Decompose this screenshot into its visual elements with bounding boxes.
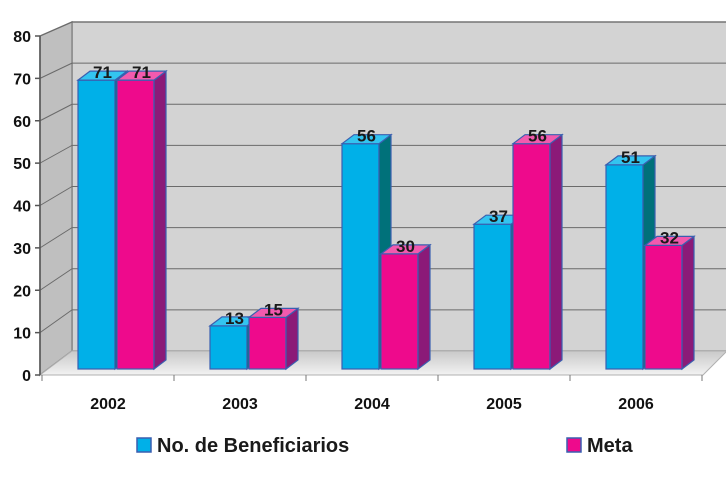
y-tick-label: 10 bbox=[13, 326, 31, 343]
x-tick-label: 2003 bbox=[222, 396, 258, 413]
data-label: 37 bbox=[489, 207, 508, 226]
bar bbox=[379, 243, 432, 371]
y-tick-label: 20 bbox=[13, 283, 31, 300]
bar-side bbox=[681, 235, 695, 371]
bar-front bbox=[77, 79, 116, 370]
y-tick-label: 0 bbox=[22, 368, 31, 385]
legend-swatch bbox=[136, 437, 152, 453]
bar-top bbox=[511, 134, 564, 145]
data-label: 56 bbox=[357, 127, 376, 146]
y-tick-label: 40 bbox=[13, 199, 31, 216]
y-tick-label: 80 bbox=[13, 29, 31, 46]
y-tick-label: 30 bbox=[13, 241, 31, 258]
data-labels: 71 71 13 15 56 30 37 56 51 32 bbox=[93, 63, 679, 328]
data-label: 51 bbox=[621, 148, 640, 167]
bar-front bbox=[380, 253, 419, 370]
data-label: 30 bbox=[396, 237, 415, 256]
data-label: 71 bbox=[132, 63, 151, 82]
bar-side bbox=[153, 69, 167, 371]
bar-top bbox=[247, 307, 300, 318]
bar-front bbox=[341, 143, 380, 370]
bar-front bbox=[248, 316, 287, 370]
bar-front bbox=[473, 223, 512, 370]
gridline-depth bbox=[39, 144, 73, 164]
bar bbox=[511, 133, 564, 371]
data-label: 56 bbox=[528, 127, 547, 146]
side-wall bbox=[39, 20, 73, 377]
legend-swatch bbox=[566, 437, 582, 453]
bars bbox=[76, 69, 696, 371]
y-axis: 0 10 20 30 40 50 60 70 80 bbox=[13, 29, 41, 385]
x-tick-label: 2005 bbox=[486, 396, 522, 413]
gridline-depth bbox=[39, 186, 73, 206]
legend-label: No. de Beneficiarios bbox=[157, 435, 349, 457]
data-label: 15 bbox=[264, 300, 283, 319]
y-tick-label: 70 bbox=[13, 71, 31, 88]
bar bbox=[643, 235, 696, 371]
bar bbox=[247, 307, 300, 371]
bar-top bbox=[643, 235, 696, 246]
bar-front bbox=[512, 143, 551, 370]
x-tick-label: 2002 bbox=[90, 396, 126, 413]
x-tick-label: 2006 bbox=[618, 396, 654, 413]
bar-top bbox=[379, 244, 432, 255]
bar-side bbox=[549, 133, 563, 371]
bar-front bbox=[116, 79, 155, 370]
bar-front bbox=[605, 164, 644, 370]
bar bbox=[115, 69, 168, 371]
bar-side bbox=[285, 307, 299, 371]
data-label: 13 bbox=[225, 309, 244, 328]
bar-side bbox=[417, 243, 431, 371]
bar-front bbox=[209, 325, 248, 370]
bar-top bbox=[340, 134, 393, 145]
gridline-depth bbox=[39, 21, 73, 37]
gridline-depth bbox=[39, 62, 73, 79]
y-tick-label: 50 bbox=[13, 156, 31, 173]
gridline-depth bbox=[39, 309, 73, 334]
gridline-depth bbox=[39, 227, 73, 249]
x-tick-label: 2004 bbox=[354, 396, 390, 413]
data-label: 32 bbox=[660, 228, 679, 247]
bar-top bbox=[115, 70, 168, 81]
gridline-depth bbox=[39, 103, 73, 122]
y-tick-label: 60 bbox=[13, 114, 31, 131]
bar-front bbox=[644, 244, 683, 370]
legend: No. de Beneficiarios Meta bbox=[136, 435, 633, 457]
bar-top bbox=[76, 70, 129, 81]
data-label: 71 bbox=[93, 63, 112, 82]
gridline-depth bbox=[39, 268, 73, 291]
x-axis: 2002 2003 2004 2005 2006 bbox=[41, 375, 703, 413]
bar-top bbox=[604, 155, 657, 166]
legend-label: Meta bbox=[587, 435, 633, 457]
